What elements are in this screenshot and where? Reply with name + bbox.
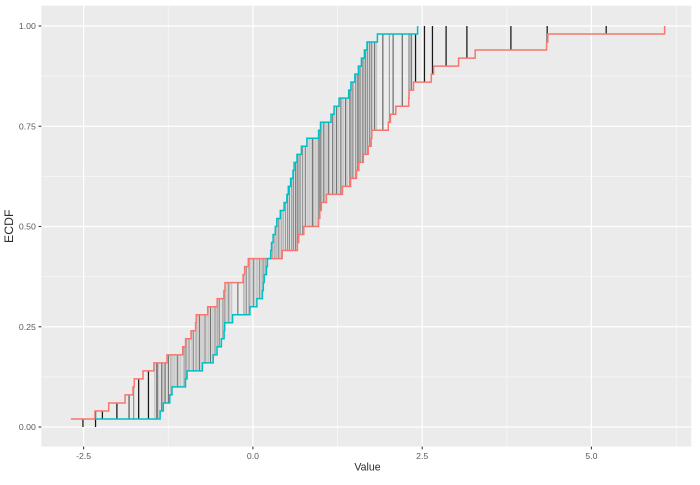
svg-text:0.75: 0.75 bbox=[19, 121, 36, 131]
svg-text:0.0: 0.0 bbox=[247, 451, 259, 461]
svg-text:-2.5: -2.5 bbox=[76, 451, 91, 461]
svg-text:1.00: 1.00 bbox=[19, 21, 36, 31]
svg-text:Value: Value bbox=[354, 462, 380, 474]
svg-text:ECDF: ECDF bbox=[2, 209, 16, 243]
svg-text:5.0: 5.0 bbox=[585, 451, 597, 461]
svg-text:2.5: 2.5 bbox=[416, 451, 428, 461]
svg-text:0.50: 0.50 bbox=[19, 222, 36, 232]
svg-text:0.25: 0.25 bbox=[19, 322, 36, 332]
svg-text:0.00: 0.00 bbox=[19, 422, 36, 432]
